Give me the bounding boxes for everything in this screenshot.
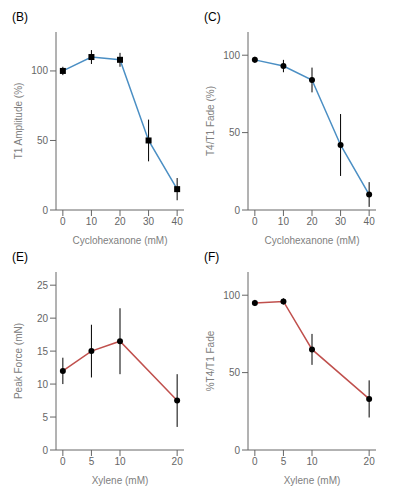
svg-text:50: 50 [37,135,49,146]
svg-text:10: 10 [114,456,126,467]
svg-text:Xylene (mM): Xylene (mM) [284,475,341,486]
svg-text:Xylene (mM): Xylene (mM) [92,475,149,486]
html-text:(F): (F) [204,250,220,264]
svg-text:100: 100 [223,290,240,301]
svg-text:T4/T1 Fade (%): T4/T1 Fade (%) [205,86,216,156]
svg-text:0: 0 [42,445,48,456]
svg-text:0: 0 [60,456,66,467]
svg-text:50: 50 [229,367,241,378]
svg-text:100: 100 [31,65,48,76]
html-text:(B): (B) [12,10,28,24]
svg-text:T1 Amplitude (%): T1 Amplitude (%) [13,83,24,160]
svg-text:10: 10 [306,456,318,467]
svg-text:5: 5 [89,456,95,467]
svg-text:0: 0 [252,216,258,227]
svg-text:40: 40 [172,216,184,227]
svg-text:Cyclohexanone (mM): Cyclohexanone (mM) [72,235,167,246]
svg-text:5: 5 [281,456,287,467]
svg-text:10: 10 [37,379,49,390]
svg-text:Peak Force (mN): Peak Force (mN) [13,323,24,399]
svg-text:30: 30 [335,216,347,227]
svg-text:40: 40 [364,216,376,227]
svg-text:20: 20 [364,456,376,467]
svg-text:10: 10 [278,216,290,227]
svg-text:10: 10 [86,216,98,227]
svg-text:100: 100 [223,50,240,61]
svg-text:0: 0 [60,216,66,227]
svg-text:20: 20 [37,313,49,324]
svg-text:50: 50 [229,127,241,138]
svg-text:Cyclohexanone (mM): Cyclohexanone (mM) [264,235,359,246]
svg-text:30: 30 [143,216,155,227]
svg-text:5: 5 [42,412,48,423]
html-text:(E): (E) [12,250,28,264]
svg-text:20: 20 [306,216,318,227]
svg-text:0: 0 [252,456,258,467]
svg-text:0: 0 [234,205,240,216]
svg-text:20: 20 [172,456,184,467]
html-text:(C): (C) [204,10,221,24]
svg-text:0: 0 [42,205,48,216]
svg-text:%T4/T1 Fade: %T4/T1 Fade [205,330,216,391]
svg-text:0: 0 [234,445,240,456]
svg-text:15: 15 [37,346,49,357]
svg-text:25: 25 [37,280,49,291]
svg-text:20: 20 [114,216,126,227]
